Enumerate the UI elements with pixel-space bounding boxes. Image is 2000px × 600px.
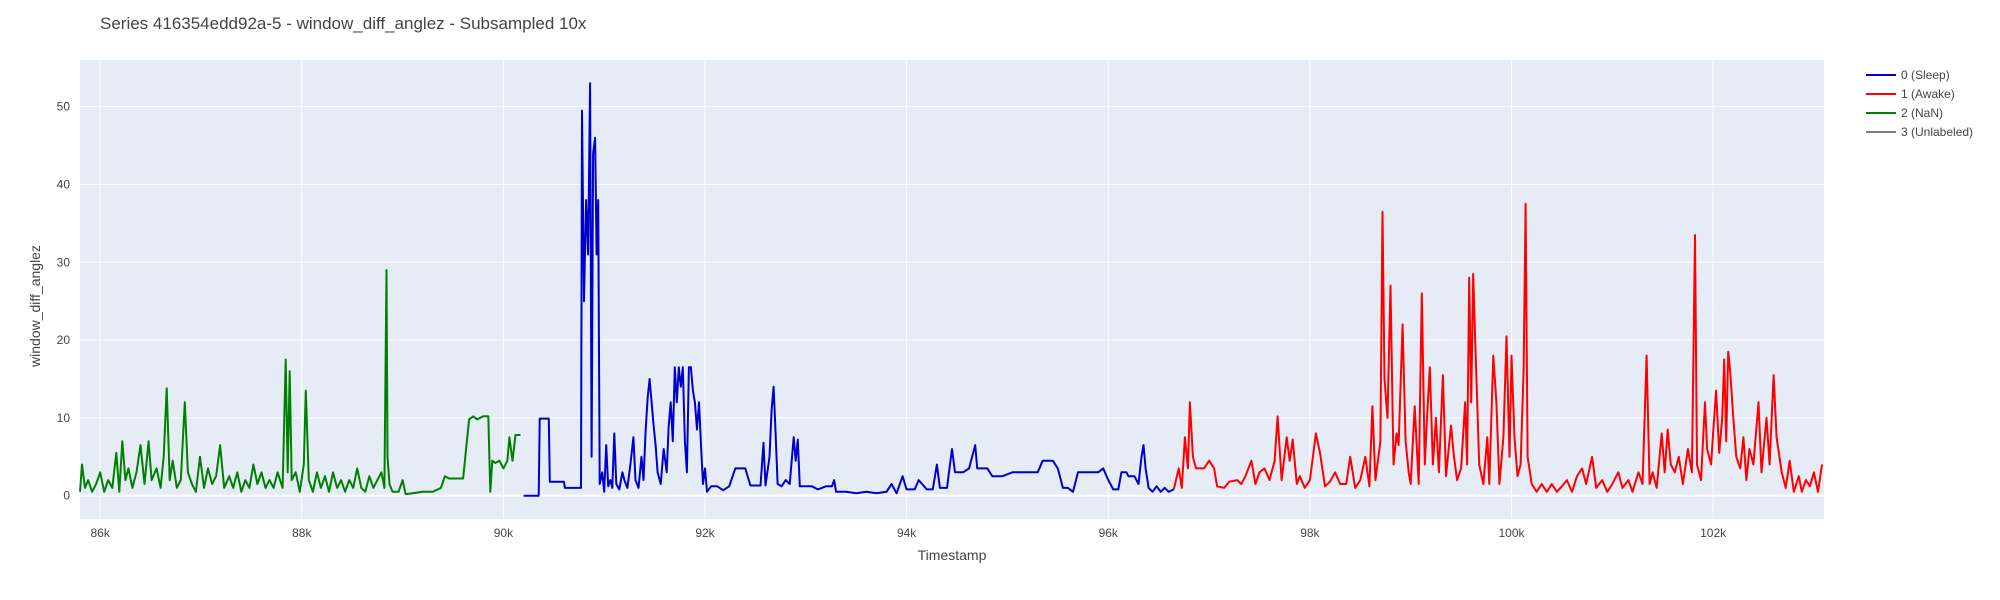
y-tick-label: 10 (57, 411, 71, 425)
x-tick-label: 96k (1099, 526, 1119, 540)
x-tick-label: 88k (292, 526, 312, 540)
y-tick-label: 40 (57, 177, 71, 191)
series-layer (79, 82, 1823, 497)
x-tick-label: 92k (695, 526, 715, 540)
legend-label: 1 (Awake) (1901, 87, 1955, 101)
y-axis-title: window_diff_anglez (27, 245, 43, 368)
legend-item-1-awake[interactable]: 1 (Awake) (1866, 87, 1955, 101)
x-tick-label: 94k (897, 526, 917, 540)
legend-item-2-nan[interactable]: 2 (NaN) (1866, 106, 1943, 120)
axis-ticks: 86k 88k 90k 92k 94k 96k 98k 100k 102k 0 10 20 30 40 50 (57, 100, 1727, 540)
y-tick-label: 0 (63, 489, 70, 503)
x-tick-label: 86k (90, 526, 110, 540)
legend: 0 (Sleep) 1 (Awake) 2 (NaN) 3 (Unlabeled) (1866, 68, 1973, 139)
x-tick-label: 90k (494, 526, 514, 540)
legend-label: 3 (Unlabeled) (1901, 125, 1973, 139)
y-tick-label: 50 (57, 100, 71, 114)
x-axis-title: Timestamp (918, 547, 987, 563)
grid-lines (80, 60, 1824, 519)
legend-label: 0 (Sleep) (1901, 68, 1950, 82)
x-tick-label: 100k (1498, 526, 1525, 540)
series-line-1-awake (1172, 202, 1823, 493)
legend-label: 2 (NaN) (1901, 106, 1943, 120)
plot-area (80, 60, 1824, 519)
legend-item-0-sleep[interactable]: 0 (Sleep) (1866, 68, 1950, 82)
legend-item-3-unlabeled[interactable]: 3 (Unlabeled) (1866, 125, 1973, 139)
series-line-0-sleep (523, 82, 1175, 497)
chart-title: Series 416354edd92a-5 - window_diff_angl… (100, 14, 587, 33)
series-line-2-nan (79, 269, 521, 496)
x-tick-label: 98k (1300, 526, 1320, 540)
y-tick-label: 30 (57, 255, 71, 269)
x-tick-label: 102k (1700, 526, 1727, 540)
y-tick-label: 20 (57, 333, 71, 347)
